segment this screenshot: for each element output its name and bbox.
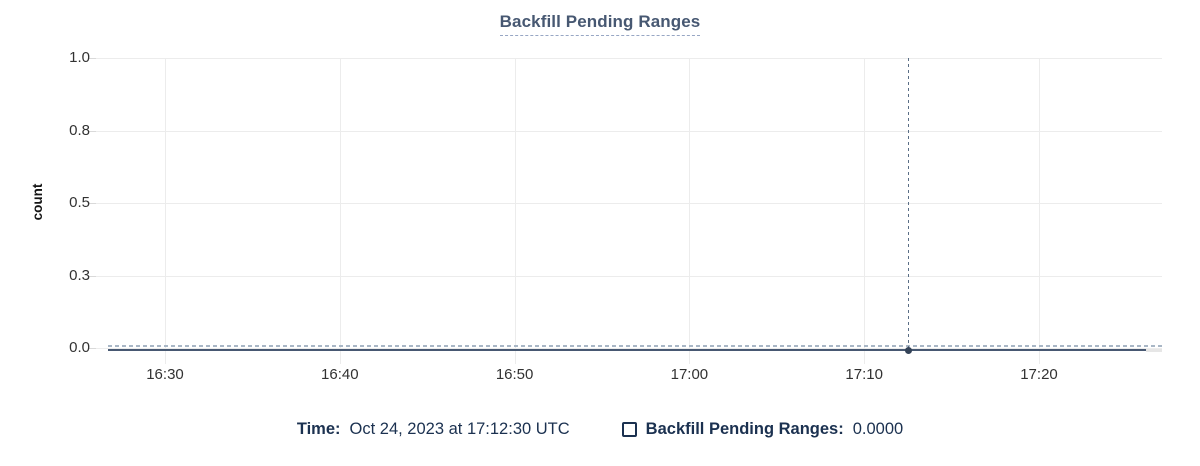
y-tick-label: 0.5 [69,194,90,211]
y-gridline [96,130,1162,132]
x-tick-label: 16:50 [495,366,534,383]
legend-series-label: Backfill Pending Ranges: [645,419,844,438]
y-tick-label: 0.0 [69,339,90,356]
y-tick-mark [88,275,96,277]
x-tick-label: 17:00 [670,366,709,383]
hover-data-point-dot [905,347,912,354]
zero-value-dashed-guide [108,345,1162,347]
legend-time-label: Time: [296,419,341,438]
y-tick-label: 0.3 [69,266,90,284]
y-gridline [96,348,1162,349]
hover-crosshair-line [908,58,909,350]
x-tick-label: 16:30 [146,366,184,383]
chart-plot-area[interactable] [108,58,1162,348]
chart-title-row: Backfill Pending Ranges [0,12,1200,36]
x-gridline [689,58,691,364]
legend-time-group: Time: Oct 24, 2023 at 17:12:30 UTC [297,420,570,439]
y-tick-mark [88,58,96,59]
y-tick-mark [88,348,96,349]
x-tick-label: 17:20 [1020,366,1058,383]
x-gridline [1039,58,1040,364]
legend-time-value: Oct 24, 2023 at 17:12:30 UTC [349,419,570,438]
x-gridline [864,58,866,364]
y-gridline [96,58,1162,59]
x-gridline [339,58,341,364]
y-tick-mark [88,203,96,204]
legend-series-value: 0.0000 [852,419,904,438]
y-tick-mark [88,130,96,132]
x-tick-label: 16:40 [321,366,359,383]
y-gridline [96,203,1162,204]
series-line-zero [108,349,1146,351]
x-gridline [514,58,516,364]
x-gridline [165,58,166,364]
legend-series-group: Backfill Pending Ranges: 0.0000 [621,419,904,439]
y-gridline [96,275,1162,277]
y-tick-label: 1.0 [69,49,90,66]
series-line-endcap [1146,349,1162,352]
x-tick-label: 17:10 [845,366,883,383]
y-tick-label: 0.8 [69,121,90,139]
hover-legend: Time: Oct 24, 2023 at 17:12:30 UTC Backf… [0,417,1200,441]
legend-series-checkbox[interactable] [621,421,637,437]
chart-title[interactable]: Backfill Pending Ranges [499,12,701,36]
